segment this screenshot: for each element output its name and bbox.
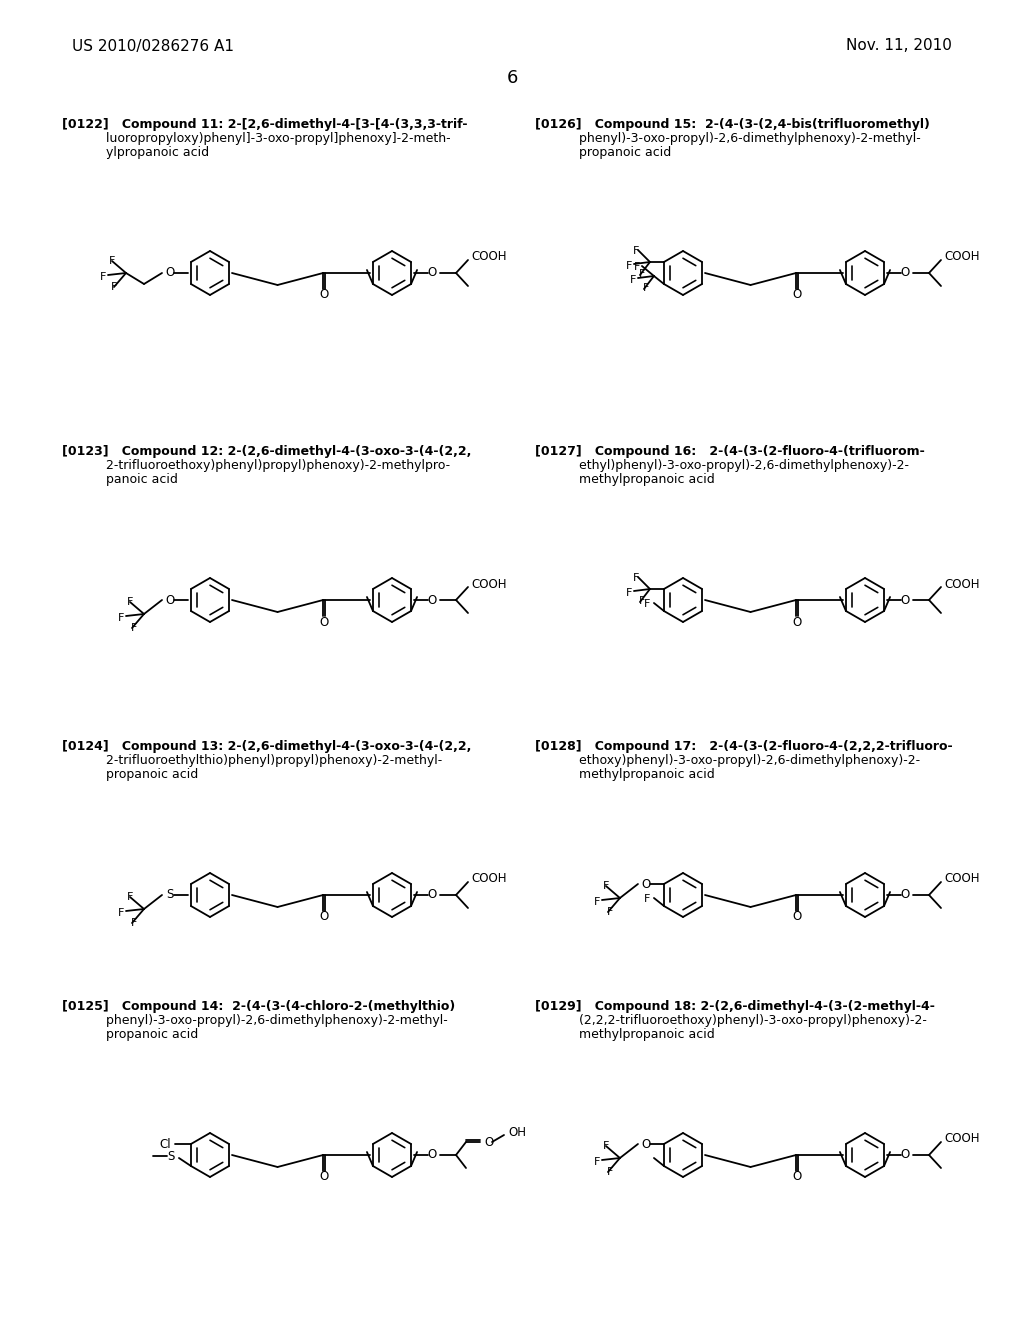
Text: ethoxy)phenyl)-3-oxo-propyl)-2,6-dimethylphenoxy)-2-: ethoxy)phenyl)-3-oxo-propyl)-2,6-dimethy… [535,754,921,767]
Text: S: S [166,888,174,902]
Text: F: F [118,612,124,623]
Text: ylpropanoic acid: ylpropanoic acid [62,147,209,158]
Text: phenyl)-3-oxo-propyl)-2,6-dimethylphenoxy)-2-methyl-: phenyl)-3-oxo-propyl)-2,6-dimethylphenox… [535,132,921,145]
Text: US 2010/0286276 A1: US 2010/0286276 A1 [72,38,234,54]
Text: O: O [165,267,175,280]
Text: [0128]   Compound 17:   2-(4-(3-(2-fluoro-4-(2,2,2-trifluoro-: [0128] Compound 17: 2-(4-(3-(2-fluoro-4-… [535,741,952,752]
Text: methylpropanoic acid: methylpropanoic acid [535,1028,715,1041]
Text: F: F [127,892,133,902]
Text: F: F [639,597,645,606]
Text: O: O [319,1171,329,1184]
Text: O: O [793,1171,802,1184]
Text: O: O [793,289,802,301]
Text: OH: OH [508,1126,526,1139]
Text: [0124]   Compound 13: 2-(2,6-dimethyl-4-(3-oxo-3-(4-(2,2,: [0124] Compound 13: 2-(2,6-dimethyl-4-(3… [62,741,471,752]
Text: F: F [109,256,115,267]
Text: O: O [427,888,436,902]
Text: O: O [319,615,329,628]
Text: F: F [633,246,639,256]
Text: [0125]   Compound 14:  2-(4-(3-(4-chloro-2-(methylthio): [0125] Compound 14: 2-(4-(3-(4-chloro-2-… [62,1001,456,1012]
Text: phenyl)-3-oxo-propyl)-2,6-dimethylphenoxy)-2-methyl-: phenyl)-3-oxo-propyl)-2,6-dimethylphenox… [62,1014,447,1027]
Text: methylpropanoic acid: methylpropanoic acid [535,473,715,486]
Text: O: O [900,888,909,902]
Text: S: S [168,1150,175,1163]
Text: F: F [626,587,632,598]
Text: Cl: Cl [160,1138,171,1151]
Text: luoropropyloxy)phenyl]-3-oxo-propyl]phenoxy]-2-meth-: luoropropyloxy)phenyl]-3-oxo-propyl]phen… [62,132,451,145]
Text: Nov. 11, 2010: Nov. 11, 2010 [846,38,952,54]
Text: O: O [793,615,802,628]
Text: COOH: COOH [471,578,507,590]
Text: O: O [793,911,802,924]
Text: F: F [603,1140,609,1151]
Text: F: F [626,261,632,271]
Text: O: O [319,289,329,301]
Text: O: O [900,1148,909,1162]
Text: O: O [484,1135,494,1148]
Text: F: F [639,269,645,279]
Text: (2,2,2-trifluoroethoxy)phenyl)-3-oxo-propyl)phenoxy)-2-: (2,2,2-trifluoroethoxy)phenyl)-3-oxo-pro… [535,1014,927,1027]
Text: O: O [641,878,650,891]
Text: O: O [427,267,436,280]
Text: F: F [118,908,124,917]
Text: O: O [900,594,909,606]
Text: F: F [634,261,640,272]
Text: O: O [427,594,436,606]
Text: propanoic acid: propanoic acid [62,1028,199,1041]
Text: F: F [99,272,106,282]
Text: F: F [607,1167,613,1177]
Text: [0122]   Compound 11: 2-[2,6-dimethyl-4-[3-[4-(3,3,3-trif-: [0122] Compound 11: 2-[2,6-dimethyl-4-[3… [62,117,468,131]
Text: propanoic acid: propanoic acid [62,768,199,781]
Text: F: F [594,1158,600,1167]
Text: COOH: COOH [944,578,980,590]
Text: O: O [641,1138,650,1151]
Text: COOH: COOH [944,251,980,264]
Text: F: F [643,894,650,904]
Text: F: F [630,275,636,285]
Text: 2-trifluoroethylthio)phenyl)propyl)phenoxy)-2-methyl-: 2-trifluoroethylthio)phenyl)propyl)pheno… [62,754,442,767]
Text: F: F [633,573,639,583]
Text: F: F [607,907,613,917]
Text: F: F [643,282,649,293]
Text: O: O [427,1148,436,1162]
Text: propanoic acid: propanoic acid [535,147,672,158]
Text: ethyl)phenyl)-3-oxo-propyl)-2,6-dimethylphenoxy)-2-: ethyl)phenyl)-3-oxo-propyl)-2,6-dimethyl… [535,459,909,473]
Text: panoic acid: panoic acid [62,473,178,486]
Text: [0126]   Compound 15:  2-(4-(3-(2,4-bis(trifluoromethyl): [0126] Compound 15: 2-(4-(3-(2,4-bis(tri… [535,117,930,131]
Text: F: F [131,917,137,928]
Text: O: O [900,267,909,280]
Text: [0123]   Compound 12: 2-(2,6-dimethyl-4-(3-oxo-3-(4-(2,2,: [0123] Compound 12: 2-(2,6-dimethyl-4-(3… [62,445,471,458]
Text: [0129]   Compound 18: 2-(2,6-dimethyl-4-(3-(2-methyl-4-: [0129] Compound 18: 2-(2,6-dimethyl-4-(3… [535,1001,935,1012]
Text: F: F [127,597,133,607]
Text: O: O [319,911,329,924]
Text: F: F [643,599,650,609]
Text: O: O [165,594,175,606]
Text: COOH: COOH [944,873,980,886]
Text: F: F [111,282,117,292]
Text: [0127]   Compound 16:   2-(4-(3-(2-fluoro-4-(trifluorom-: [0127] Compound 16: 2-(4-(3-(2-fluoro-4-… [535,445,925,458]
Text: F: F [594,898,600,907]
Text: 6: 6 [506,69,518,87]
Text: 2-trifluoroethoxy)phenyl)propyl)phenoxy)-2-methylpro-: 2-trifluoroethoxy)phenyl)propyl)phenoxy)… [62,459,451,473]
Text: COOH: COOH [471,251,507,264]
Text: F: F [131,623,137,634]
Text: F: F [603,880,609,891]
Text: COOH: COOH [944,1133,980,1146]
Text: COOH: COOH [471,873,507,886]
Text: methylpropanoic acid: methylpropanoic acid [535,768,715,781]
